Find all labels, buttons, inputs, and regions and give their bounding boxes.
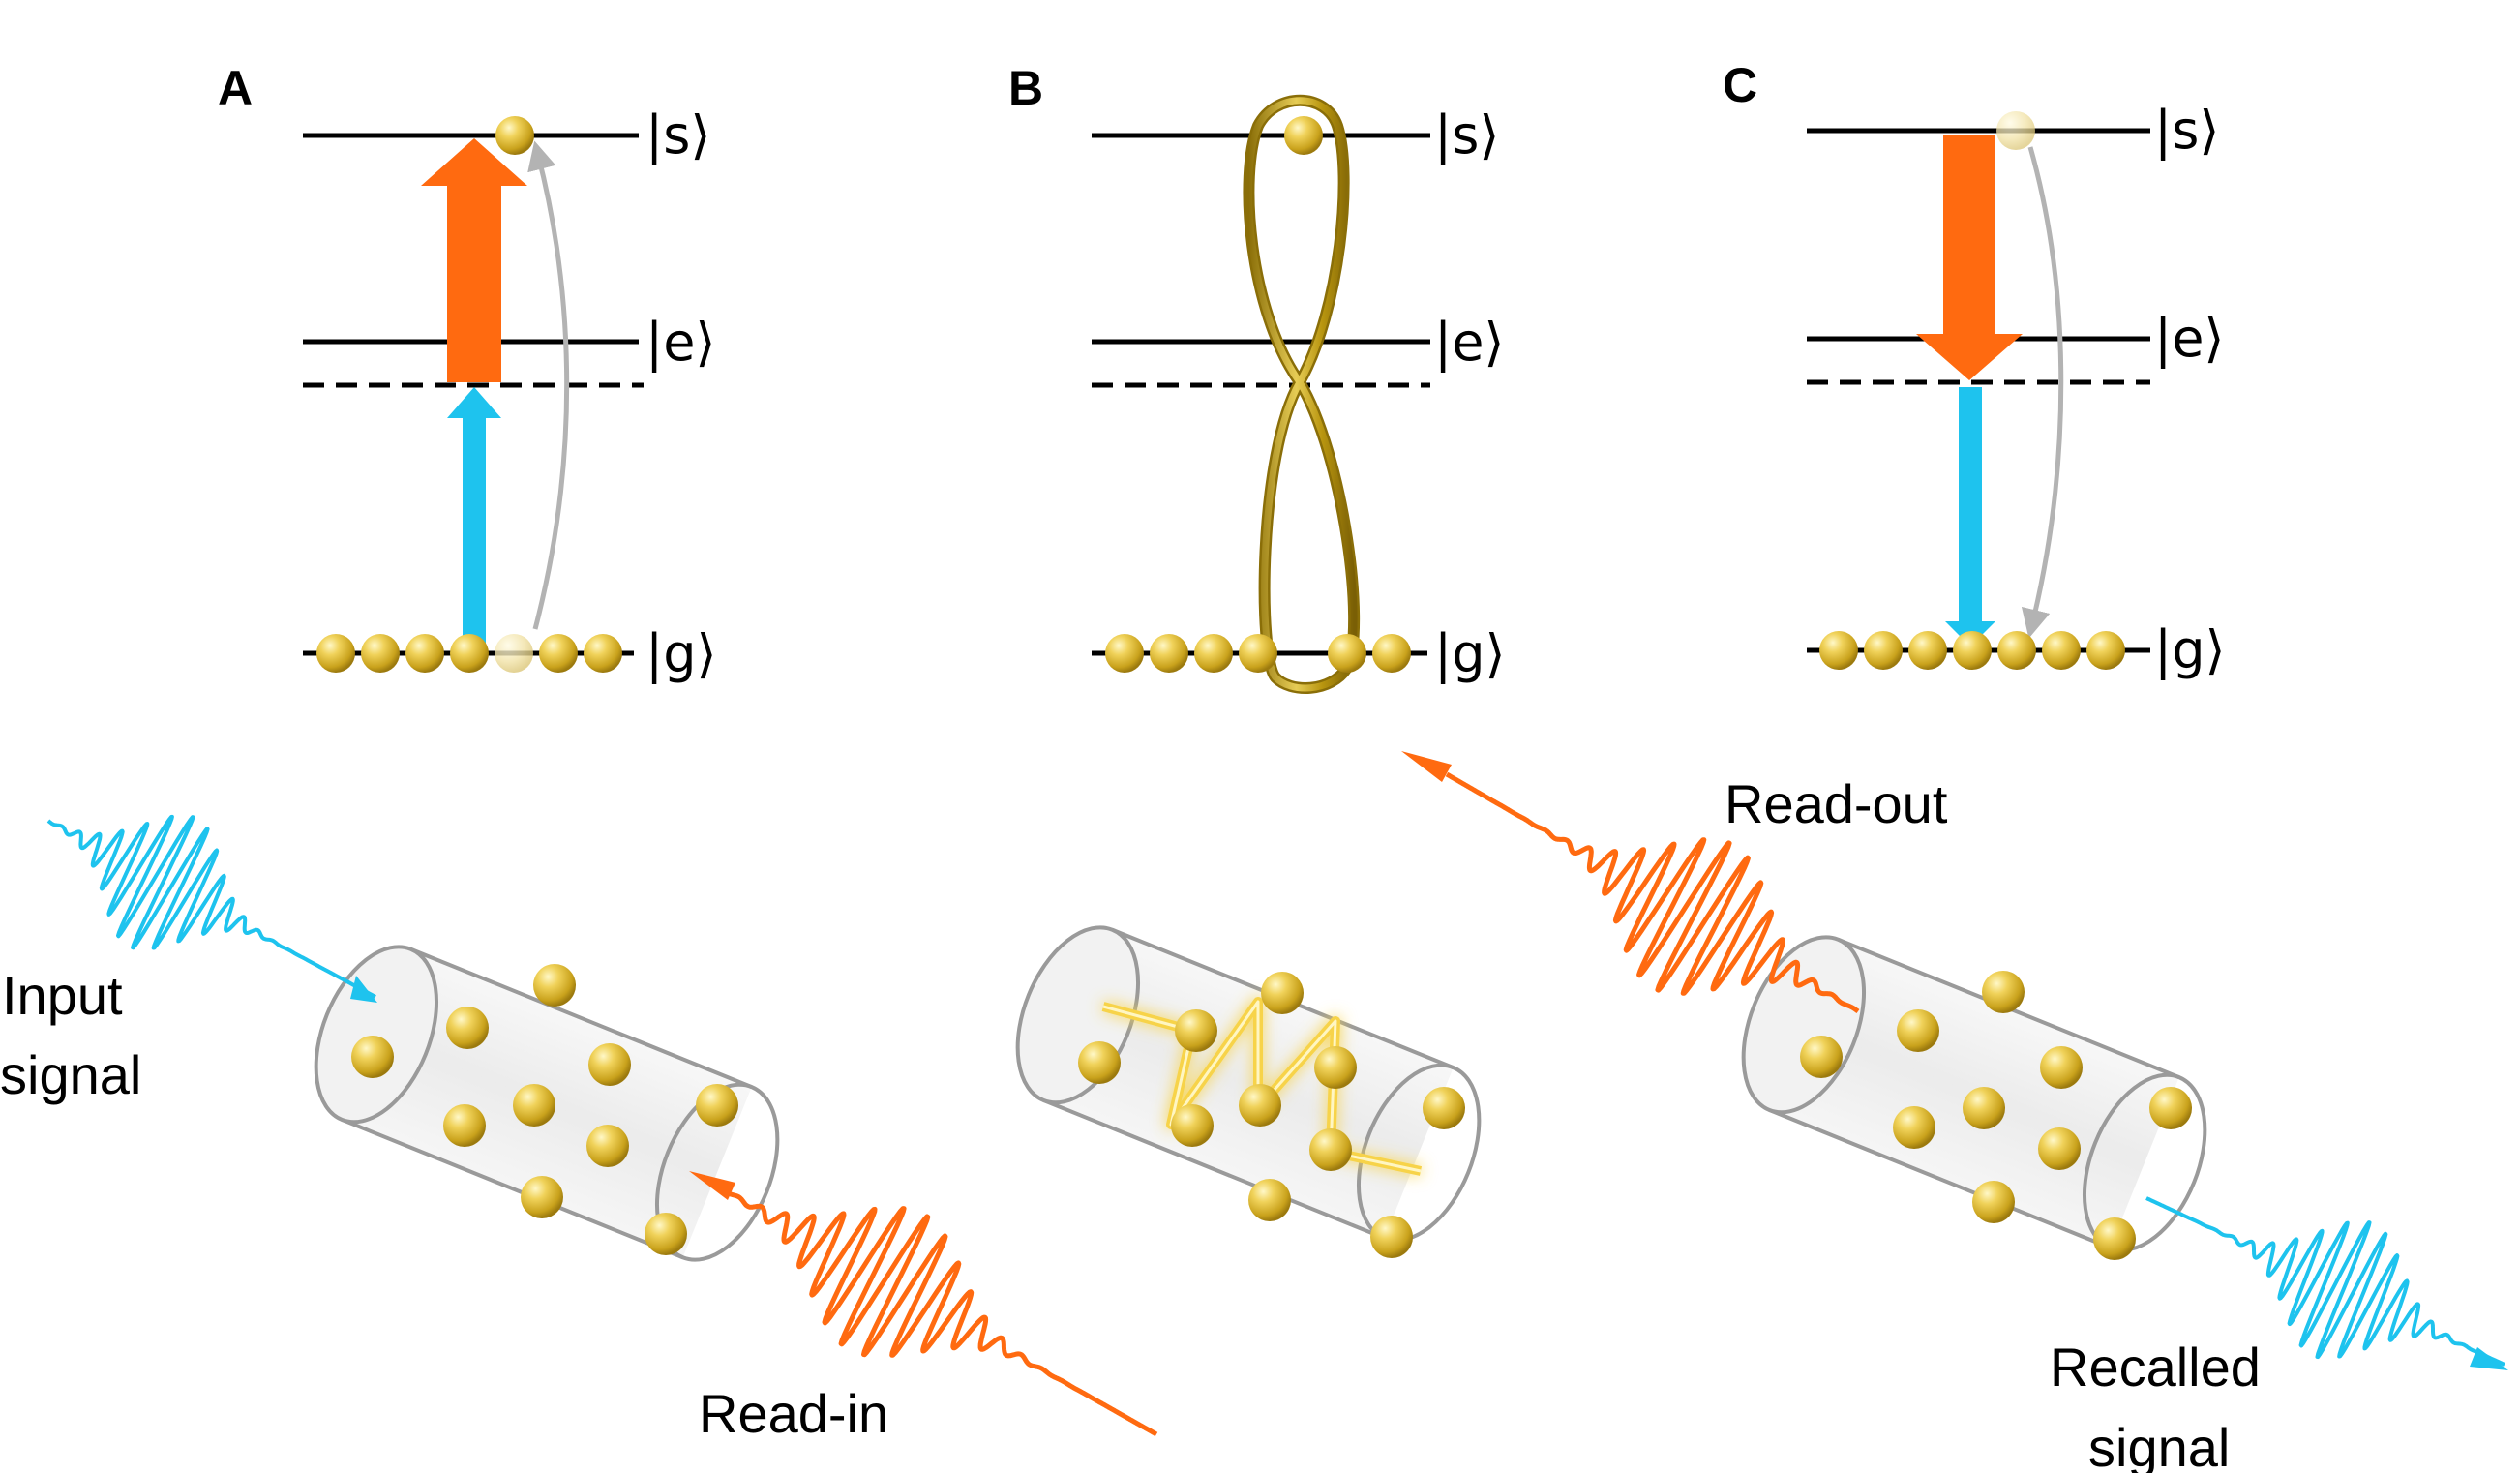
read-in-arrowhead <box>689 1171 735 1200</box>
read-in-label: Read-in <box>699 1383 888 1444</box>
input-signal-arrowhead <box>350 976 377 1003</box>
ground-atoms <box>1105 634 1411 673</box>
signal-pulse-arrow <box>447 387 501 651</box>
input-signal-label-line2: signal <box>0 1044 141 1105</box>
read-out-label: Read-out <box>1725 773 1948 834</box>
memory-cell-c-atoms <box>1800 971 2192 1260</box>
recalled-signal-label-line1: Recalled <box>2050 1337 2261 1398</box>
ket-e-label: |e⟩ <box>645 312 715 373</box>
memory-cell-a-atoms <box>351 964 738 1255</box>
panel-b-level-diagram: B |s⟩ |e⟩ |g⟩ <box>1008 61 1506 694</box>
input-signal-label-line1: Input <box>2 965 123 1026</box>
ket-g-label: |g⟩ <box>645 623 717 684</box>
memory-cell-b <box>1015 925 1482 1243</box>
read-in-pulse <box>689 1171 1158 1437</box>
ket-g-label: |g⟩ <box>2154 619 2226 680</box>
excited-atom <box>495 116 534 155</box>
panel-a-level-diagram: A |s⟩ |e⟩ |g⟩ <box>218 61 717 684</box>
control-pulse-arrow <box>421 138 527 382</box>
spin-transfer-arrow <box>2021 146 2064 639</box>
excited-atom <box>1284 116 1323 155</box>
ket-s-label: |s⟩ <box>1434 105 1499 165</box>
ket-e-label: |e⟩ <box>2154 308 2224 369</box>
read-out-arrowhead <box>1401 751 1452 782</box>
panel-a-label: A <box>218 61 253 115</box>
ket-s-label: |s⟩ <box>2154 100 2219 161</box>
recalled-signal-pulse <box>2145 1196 2508 1370</box>
faded-excited-atom <box>1996 111 2035 150</box>
entanglement-ribbon <box>1243 94 1361 694</box>
panel-c-label: C <box>1723 58 1757 112</box>
panel-c-level-diagram: C |s⟩ |e⟩ |g⟩ <box>1723 58 2226 680</box>
ket-e-label: |e⟩ <box>1434 312 1504 373</box>
read-out-pulse <box>1401 751 1860 1014</box>
panel-b-label: B <box>1008 61 1043 115</box>
spin-transfer-arrow <box>527 140 570 630</box>
recalled-signal-label-line2: signal <box>2088 1417 2230 1473</box>
input-signal-pulse <box>46 814 377 1003</box>
ground-atoms <box>1819 631 2125 670</box>
memory-cell-b-atoms <box>1078 972 1465 1258</box>
ket-g-label: |g⟩ <box>1434 623 1506 684</box>
recalled-signal-arrowhead <box>2470 1347 2508 1370</box>
ground-atoms <box>316 634 622 673</box>
ket-s-label: |s⟩ <box>645 105 710 165</box>
control-pulse-arrow <box>1916 135 2023 380</box>
signal-pulse-arrow <box>1945 387 1995 646</box>
